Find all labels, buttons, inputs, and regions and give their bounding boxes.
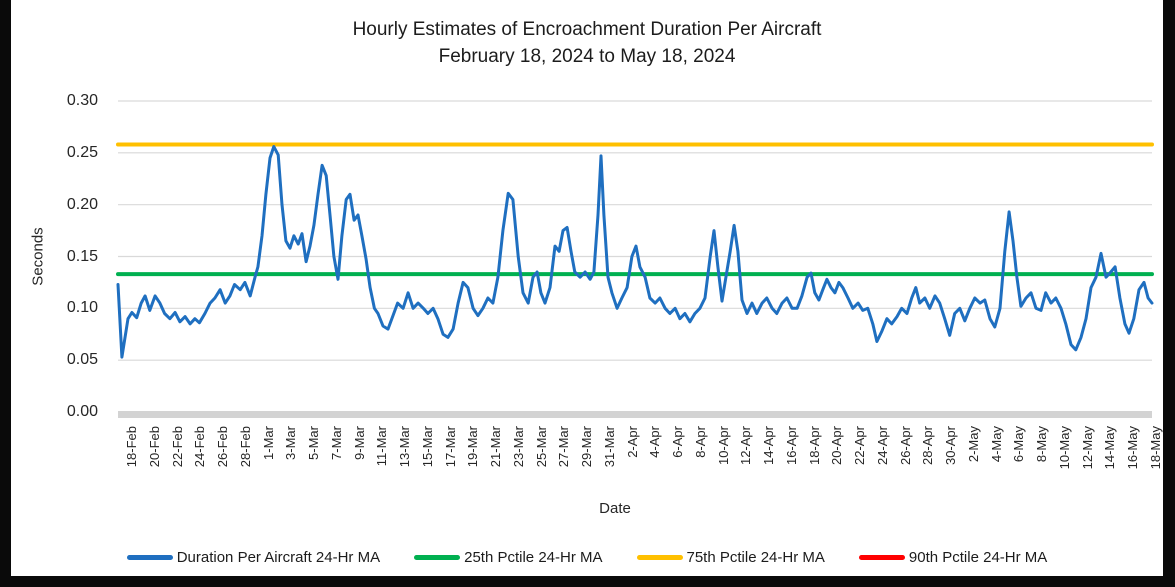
x-tick-label: 20-Apr bbox=[829, 426, 845, 466]
x-tick-label: 23-Mar bbox=[510, 426, 526, 468]
y-tick-label: 0.25 bbox=[66, 143, 98, 161]
x-tick-label: 30-Apr bbox=[943, 426, 958, 466]
chart-subtitle: February 18, 2024 to May 18, 2024 bbox=[438, 46, 736, 67]
x-axis-title: Date bbox=[599, 500, 631, 517]
x-tick-label: 4-Apr bbox=[647, 426, 663, 458]
x-tick-label: 18-Feb bbox=[124, 426, 139, 468]
x-tick-label: 11-Mar bbox=[374, 426, 390, 467]
x-tick-label: 7-Mar bbox=[328, 426, 344, 460]
x-tick-label: 29-Mar bbox=[579, 426, 594, 468]
x-tick-label: 5-Mar bbox=[306, 426, 321, 460]
x-tick-label: 20-Feb bbox=[146, 426, 162, 468]
x-tick-label: 24-Feb bbox=[192, 426, 208, 468]
x-tick-label: 18-May bbox=[1147, 426, 1163, 470]
x-tick-label: 2-May bbox=[965, 426, 981, 463]
chart-title-block: Hourly Estimates of Encroachment Duratio… bbox=[11, 16, 1163, 70]
x-tick-label: 22-Feb bbox=[169, 426, 185, 468]
zero-axis-band bbox=[118, 411, 1152, 418]
x-tick-label: 14-Apr bbox=[761, 426, 776, 466]
screenshot-border-bottom bbox=[0, 576, 1175, 587]
x-tick-label: 6-Apr bbox=[670, 426, 685, 458]
x-tick-label: 16-May bbox=[1125, 426, 1140, 470]
legend-label: 75th Pctile 24-Hr MA bbox=[686, 548, 825, 566]
y-tick-label: 0.10 bbox=[66, 299, 98, 317]
x-tick-label: 17-Mar bbox=[442, 426, 458, 468]
x-tick-label: 28-Apr bbox=[920, 426, 936, 466]
x-tick-label: 8-Apr bbox=[692, 426, 708, 458]
chart-legend: Duration Per Aircraft 24-Hr MA 25th Pctil… bbox=[11, 544, 1163, 570]
legend-label: 90th Pctile 24-Hr MA bbox=[908, 548, 1048, 566]
y-tick-label: 0.20 bbox=[66, 195, 98, 213]
x-tick-label: 13-Mar bbox=[397, 426, 412, 468]
x-tick-label: 1-Mar bbox=[260, 426, 276, 460]
y-tick-label: 0.30 bbox=[66, 92, 98, 109]
legend-swatch-icon bbox=[636, 554, 683, 560]
x-tick-label: 4-May bbox=[988, 426, 1004, 463]
x-tick-label: 24-Apr bbox=[874, 426, 890, 466]
legend-item: 75th Pctile 24-Hr MA bbox=[636, 548, 825, 566]
chart-title: Hourly Estimates of Encroachment Duratio… bbox=[352, 19, 822, 40]
legend-label: 25th Pctile 24-Hr MA bbox=[464, 548, 603, 566]
x-tick-label: 15-Mar bbox=[419, 426, 435, 468]
x-tick-label: 27-Mar bbox=[556, 426, 572, 468]
x-tick-label: 6-May bbox=[1011, 426, 1027, 463]
legend-swatch-icon bbox=[858, 554, 905, 560]
legend-item: Duration Per Aircraft 24-Hr MA bbox=[126, 548, 381, 566]
y-tick-label: 0.05 bbox=[66, 351, 98, 369]
legend-swatch-icon bbox=[126, 554, 173, 560]
y-axis-title: Seconds bbox=[29, 227, 47, 286]
x-tick-label: 10-Apr bbox=[715, 426, 731, 466]
duration-series-line bbox=[116, 145, 1154, 359]
x-tick-label: 2-Apr bbox=[624, 426, 640, 458]
x-tick-label: 14-May bbox=[1102, 426, 1118, 470]
y-tick-label: 0.15 bbox=[66, 247, 98, 265]
x-tick-label: 12-Apr bbox=[738, 426, 754, 466]
legend-swatch-icon bbox=[414, 554, 461, 560]
x-tick-label: 3-Mar bbox=[283, 426, 299, 460]
x-tick-label: 21-Mar bbox=[488, 426, 503, 468]
x-tick-label: 9-Mar bbox=[351, 426, 367, 460]
x-tick-label: 26-Apr bbox=[897, 426, 913, 466]
x-tick-label: 28-Feb bbox=[237, 426, 253, 468]
x-tick-label: 12-May bbox=[1079, 426, 1095, 470]
x-tick-label: 19-Mar bbox=[465, 426, 481, 468]
legend-label: Duration Per Aircraft 24-Hr MA bbox=[176, 548, 381, 566]
x-tick-label: 8-May bbox=[1034, 426, 1049, 463]
x-tick-label: 31-Mar bbox=[601, 426, 617, 468]
legend-item: 25th Pctile 24-Hr MA bbox=[414, 548, 603, 566]
x-tick-label: 22-Apr bbox=[852, 426, 867, 466]
x-tick-label: 10-May bbox=[1056, 426, 1072, 470]
legend-item: 90th Pctile 24-Hr MA bbox=[858, 548, 1048, 566]
x-tick-label: 25-Mar bbox=[533, 426, 549, 468]
y-tick-label: 0.00 bbox=[66, 403, 98, 420]
screenshot-border-left bbox=[0, 0, 11, 587]
x-tick-label: 16-Apr bbox=[783, 426, 799, 466]
screenshot-border-right bbox=[1163, 0, 1175, 587]
x-tick-label: 26-Feb bbox=[215, 426, 230, 468]
x-tick-label: 18-Apr bbox=[806, 426, 822, 466]
